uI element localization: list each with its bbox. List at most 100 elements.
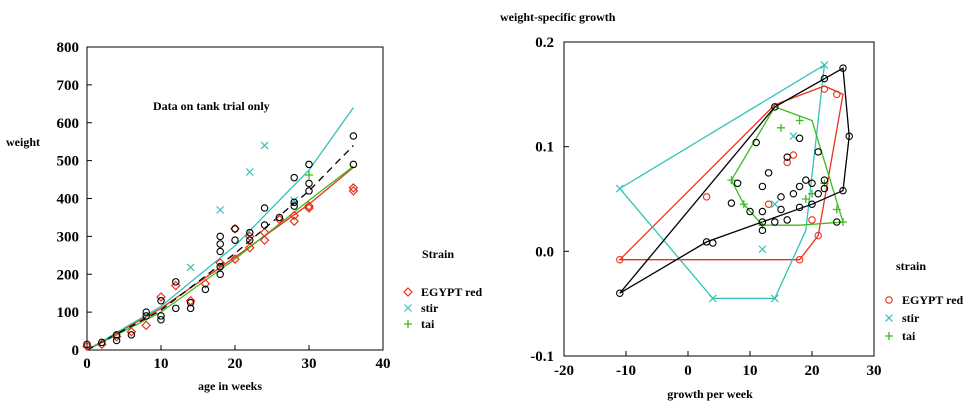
hull-polygon	[618, 85, 844, 261]
fit-line	[86, 145, 354, 351]
data-point	[839, 64, 847, 72]
legend-marker	[403, 287, 413, 297]
data-point	[349, 132, 358, 140]
data-point	[216, 270, 224, 278]
data-point	[820, 61, 829, 69]
y-tick-label: 500	[57, 154, 80, 170]
x-tick-label: 10	[743, 363, 758, 379]
right-plot-frame	[563, 41, 875, 357]
y-tick-label: 700	[57, 78, 80, 94]
data-point	[112, 336, 121, 345]
data-point	[820, 184, 829, 193]
y-tick-label: 800	[57, 40, 80, 56]
data-point	[230, 254, 240, 264]
data-point	[833, 218, 841, 226]
data-point	[260, 221, 269, 229]
data-point	[802, 176, 810, 184]
right-legend-title: strain	[896, 259, 926, 273]
left-legend: Strain EGYPT red stir tai	[403, 247, 483, 331]
data-point	[289, 216, 300, 227]
x-tick-label: -20	[554, 363, 574, 379]
left-y-axis-label: weight	[6, 135, 40, 149]
data-point	[186, 263, 195, 272]
data-point	[200, 278, 211, 289]
legend-label: tai	[902, 329, 916, 343]
x-tick-label: 20	[228, 356, 243, 372]
data-point	[801, 195, 810, 203]
data-point	[348, 186, 359, 196]
data-point	[758, 245, 767, 254]
x-tick-label: 30	[302, 356, 317, 372]
x-tick-label: 0	[83, 356, 91, 372]
data-point	[305, 179, 313, 188]
data-point	[126, 326, 137, 337]
data-point	[216, 247, 224, 256]
legend-label: stir	[421, 301, 439, 315]
data-point	[259, 235, 270, 246]
left-x-axis-label: age in weeks	[198, 379, 262, 393]
data-point	[845, 132, 853, 140]
right-data-points	[615, 61, 853, 303]
data-point	[290, 202, 298, 210]
fit-line	[86, 166, 354, 351]
data-point	[808, 200, 816, 208]
data-point	[348, 183, 359, 193]
y-tick-label: 0.1	[535, 140, 554, 156]
right-hull-polygons	[618, 63, 850, 300]
legend-marker	[885, 314, 893, 322]
right-chart-title: weight-specific growth	[500, 10, 616, 24]
data-point	[231, 236, 239, 244]
data-point	[770, 294, 779, 303]
data-point	[708, 294, 717, 303]
hull-polygon	[618, 63, 826, 300]
data-point	[156, 292, 166, 302]
y-tick-label: 0.0	[535, 244, 554, 260]
legend-marker	[404, 304, 412, 312]
y-tick-label: -0.1	[530, 349, 554, 365]
data-point	[758, 207, 767, 216]
right-axis-ticks: -20 -10 0 10 20 30 -0.1 0.0 0.1 0.2	[530, 35, 881, 379]
data-point	[795, 116, 804, 125]
data-point	[709, 239, 717, 247]
data-point	[244, 242, 255, 253]
data-point	[616, 289, 624, 297]
data-point	[814, 148, 822, 156]
data-point	[142, 308, 150, 316]
data-point	[216, 240, 224, 248]
data-point	[789, 151, 798, 159]
fit-line	[86, 107, 354, 351]
data-point	[231, 225, 239, 233]
y-tick-label: 0.2	[535, 35, 554, 51]
data-point	[98, 338, 106, 347]
right-legend: strain EGYPT red stir tai	[885, 259, 964, 343]
data-point	[739, 200, 748, 209]
data-point	[215, 258, 226, 268]
data-point	[289, 210, 300, 221]
weight-specific-growth-chart: weight-specific growth -20 -10 0 10 20 30 -0.1…	[500, 10, 964, 401]
data-point	[127, 331, 136, 339]
x-tick-label: -10	[616, 363, 636, 379]
data-point	[290, 173, 298, 182]
data-point	[820, 74, 829, 83]
data-point	[814, 190, 822, 198]
data-point	[216, 205, 225, 214]
legend-marker	[885, 332, 893, 340]
data-point	[746, 207, 754, 216]
y-tick-label: 0	[72, 343, 80, 359]
x-tick-label: 30	[867, 363, 882, 379]
data-point	[246, 236, 254, 244]
data-point	[186, 298, 195, 307]
data-point	[172, 304, 180, 313]
data-point	[216, 262, 224, 271]
data-point	[764, 169, 773, 177]
data-point	[832, 205, 841, 214]
data-point	[305, 171, 313, 180]
data-point	[260, 141, 269, 150]
data-point	[172, 278, 180, 286]
left-fit-lines	[86, 107, 354, 351]
x-tick-label: 40	[376, 356, 391, 372]
data-point	[808, 216, 816, 224]
left-legend-title: Strain	[422, 247, 454, 261]
